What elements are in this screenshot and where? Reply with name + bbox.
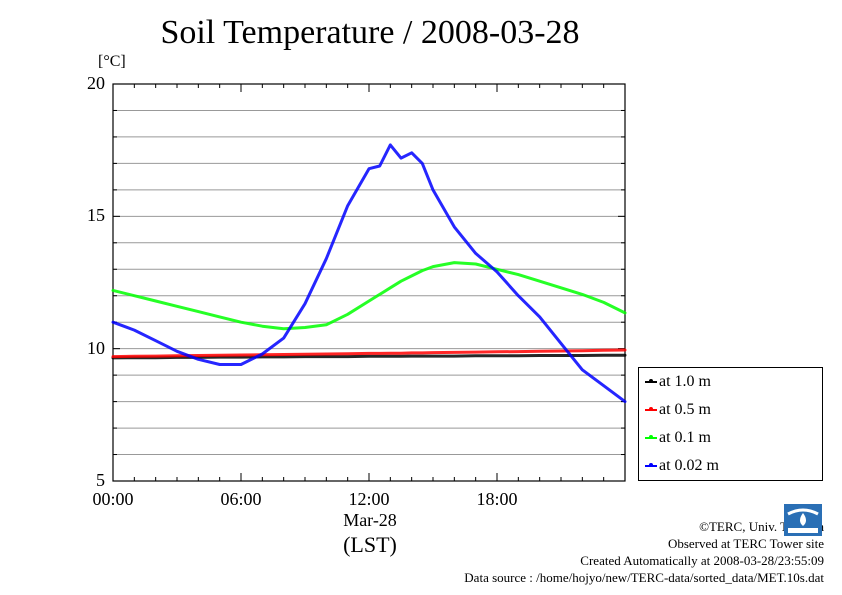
y-tick-label: 15 [87,205,105,226]
legend-swatch [645,463,657,468]
series-line-at-0-5-m [111,348,627,359]
legend-item: at 1.0 m [639,368,711,396]
x-axis-date-label: Mar-28 [343,510,397,530]
credits-block: ©TERC, Univ. Tsukuba Observed at TERC To… [464,518,824,586]
x-tick-label: 06:00 [220,489,262,509]
credit-line-copyright: ©TERC, Univ. Tsukuba [699,519,824,534]
legend-label: at 1.0 m [659,373,711,390]
legend-label: at 0.02 m [659,457,719,474]
legend-item: at 0.5 m [639,396,711,424]
x-axis-label: (LST) [343,532,397,557]
legend-item: at 0.02 m [639,452,719,480]
series-line-at-1-0-m [111,353,627,360]
legend-label: at 0.5 m [659,401,711,418]
y-axis-unit-label: [°C] [98,53,126,70]
legend-swatch [645,379,657,384]
legend-label: at 0.1 m [659,429,711,446]
chart-title: Soil Temperature / 2008-03-28 [160,14,580,51]
legend-swatch [645,435,657,440]
series-line-at-0-02-m [111,143,627,404]
x-tick-label: 12:00 [348,489,390,509]
y-tick-label: 20 [87,73,105,93]
credit-line-site: Observed at TERC Tower site [667,536,824,551]
legend-swatch [645,407,657,412]
y-tick-label: 10 [87,337,105,358]
chart-legend: at 1.0 m at 0.5 m at 0.1 m at 0.02 m [638,367,823,481]
credit-line-created: Created Automatically at 2008-03-28/23:5… [580,553,824,568]
x-tick-label: 00:00 [92,489,134,509]
terc-logo-icon [784,504,822,536]
legend-item: at 0.1 m [639,424,711,452]
credit-line-source: Data source : /home/hojyo/new/TERC-data/… [464,570,824,585]
x-tick-label: 18:00 [476,489,518,509]
series-line-at-0-1-m [111,261,627,331]
y-tick-label: 5 [96,470,105,490]
